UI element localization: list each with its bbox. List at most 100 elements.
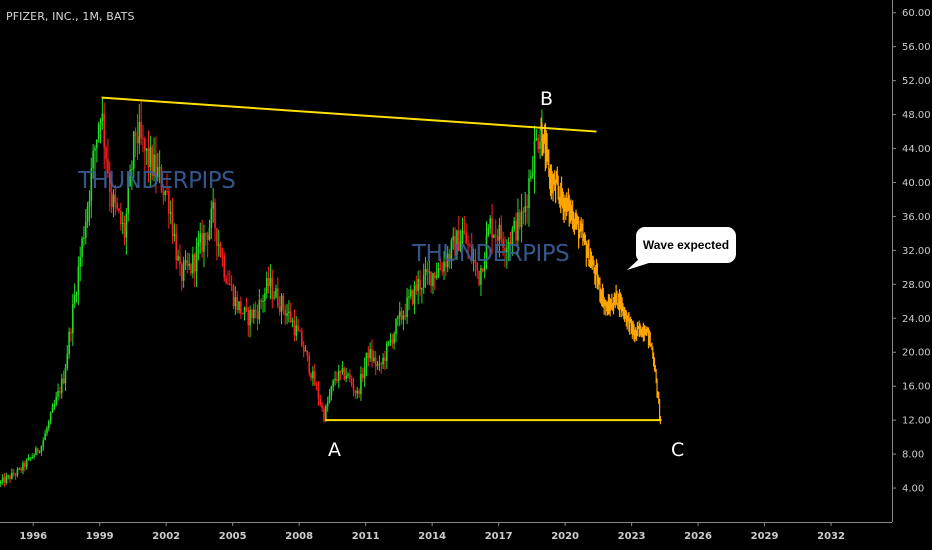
candle-body [441, 269, 443, 272]
y-tick-label: 20.00 [902, 348, 931, 359]
candle-body [485, 235, 488, 262]
candle-body [188, 263, 190, 266]
candle-body [230, 284, 233, 286]
candle-body [7, 475, 9, 477]
candle-body [9, 475, 11, 480]
candle-body [288, 311, 290, 314]
candle-body [208, 227, 211, 240]
y-tick-label: 4.00 [902, 484, 924, 495]
candle-body [454, 236, 456, 256]
candle-body [149, 147, 152, 168]
candle-body [445, 261, 447, 268]
watermark: THUNDERPIPS [412, 241, 570, 267]
candle-body [419, 278, 421, 290]
candle-body [404, 315, 407, 317]
candle-body [162, 191, 165, 195]
candle-body [323, 408, 325, 421]
candle-body [216, 228, 218, 246]
resistance-trendline[interactable] [101, 96, 597, 133]
candle-body [265, 278, 268, 294]
candle-body [458, 230, 460, 252]
candle-body [491, 218, 493, 238]
candle-body [480, 268, 482, 285]
candle-body [118, 208, 120, 212]
candle-body [253, 309, 255, 319]
x-tick-label: 1999 [86, 531, 114, 542]
candle-body [389, 339, 392, 342]
candle-body [195, 246, 198, 272]
candle-body [533, 140, 536, 174]
candle-body [31, 457, 33, 459]
candle-body [225, 277, 227, 283]
candle-body [524, 206, 527, 213]
candle-body [531, 173, 534, 177]
candle-body [77, 266, 80, 295]
candle-body [476, 262, 479, 271]
candle-body [68, 331, 70, 354]
candle-body [190, 263, 192, 274]
candle-body [452, 236, 455, 241]
candle-body [496, 236, 499, 241]
candle-body [267, 278, 270, 286]
x-tick-label: 2026 [684, 531, 712, 542]
candle-body [64, 368, 67, 384]
candle-body [232, 285, 235, 307]
candle-body [297, 325, 299, 331]
y-tick-label: 28.00 [902, 280, 931, 291]
candle-body [325, 405, 327, 421]
candle-body [474, 260, 477, 263]
candle-body [66, 353, 69, 369]
candle-body [332, 380, 335, 387]
candle-body [5, 476, 8, 483]
candle-body [336, 378, 338, 381]
candle-body [339, 370, 342, 373]
candle-body [18, 468, 21, 470]
candle-body [123, 222, 126, 238]
candle-body [22, 462, 24, 471]
candle-body [520, 211, 523, 228]
candle-body [214, 202, 216, 229]
candle-body [537, 138, 540, 150]
candle-body [354, 390, 357, 394]
candle-body [380, 363, 383, 365]
candle-body [240, 301, 242, 314]
candle-body [424, 269, 427, 276]
candle-body [73, 295, 76, 304]
callout-wave-expected: Wave expected [636, 227, 736, 263]
candle-body [16, 469, 19, 476]
candle-body [515, 220, 517, 241]
candle-body [49, 412, 52, 422]
candle-body [369, 348, 371, 359]
candles [0, 96, 543, 488]
y-tick-label: 40.00 [902, 178, 931, 189]
candle-body [44, 433, 46, 441]
candle-body [487, 228, 490, 236]
candle-body [365, 352, 368, 367]
candle-body [456, 230, 458, 256]
candle-body [494, 235, 497, 237]
candle-body [408, 296, 410, 298]
wave-label-c: C [671, 439, 685, 461]
candle-body [140, 122, 142, 139]
candle-body [306, 350, 309, 356]
candle-body [469, 245, 471, 247]
candle-body [319, 399, 322, 406]
candle-body [293, 320, 296, 336]
x-tick-label: 2014 [418, 531, 446, 542]
candle-body [382, 357, 384, 365]
candle-body [229, 283, 231, 285]
candle-body [299, 330, 301, 332]
candle-body [96, 139, 98, 149]
candle-body [169, 212, 172, 214]
candle-body [238, 301, 240, 311]
candle-body [264, 293, 266, 302]
candle-body [446, 253, 449, 268]
candle-body [114, 194, 117, 203]
candle-body [180, 264, 183, 281]
candle-body [437, 268, 440, 276]
candle-body [395, 318, 397, 334]
candle-body [482, 268, 484, 272]
x-tick-label: 2029 [751, 531, 779, 542]
candle-body [175, 233, 178, 261]
